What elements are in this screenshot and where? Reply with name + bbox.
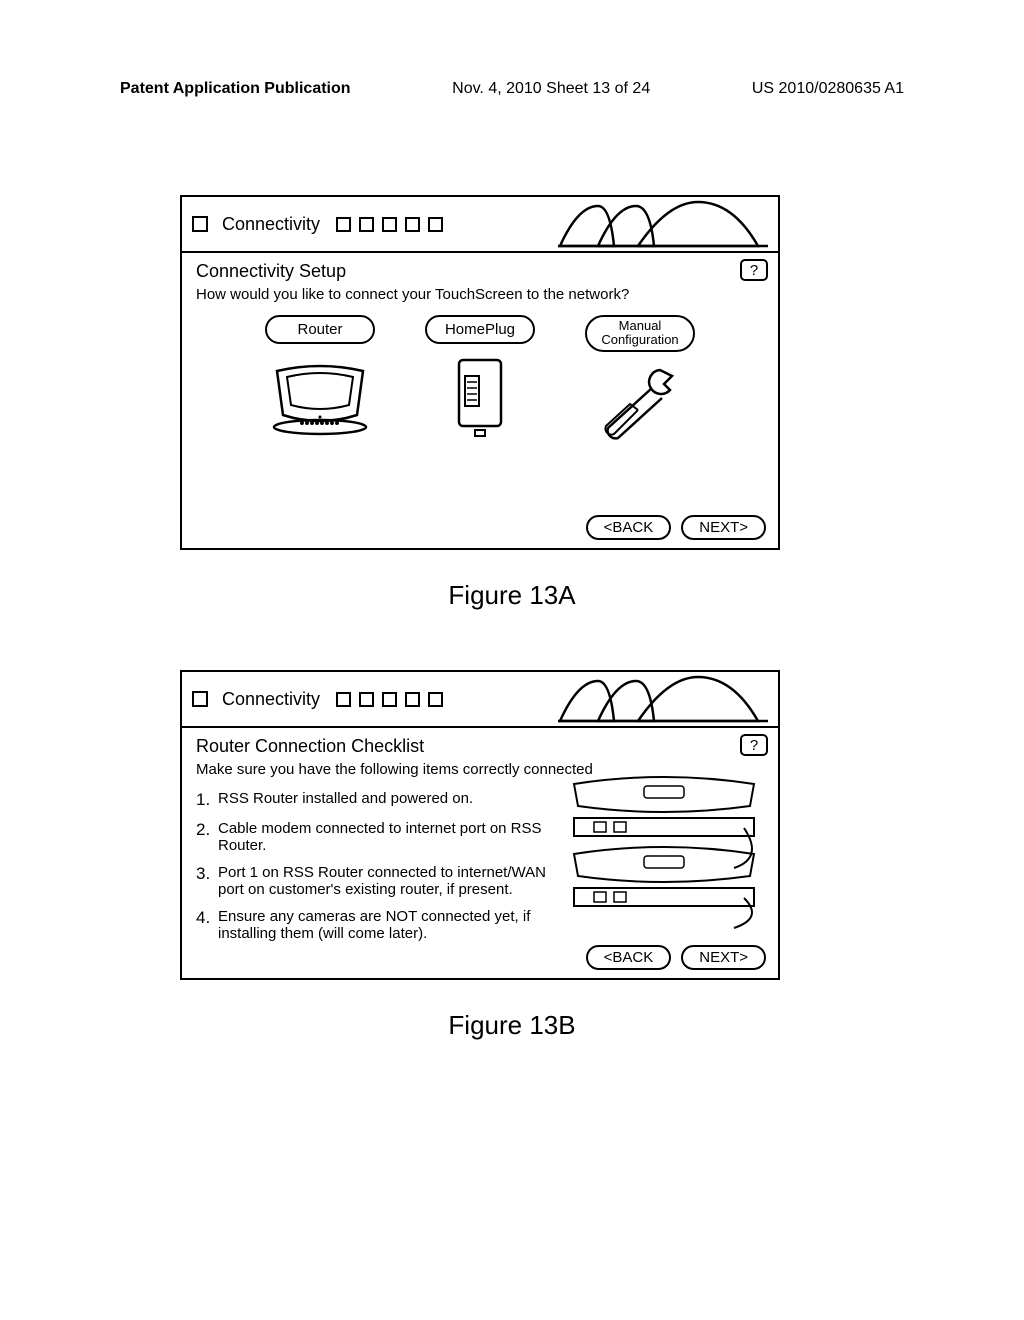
help-label: ? [750, 262, 758, 279]
header-right: US 2010/0280635 A1 [752, 80, 904, 98]
titlebar: Connectivity [182, 672, 778, 728]
figure-13b-label: Figure 13B [0, 1010, 1024, 1041]
step-box [428, 217, 443, 232]
figure-13b-panel: Connectivity ? Router Connection Checkli… [180, 670, 780, 980]
next-label: NEXT> [699, 949, 748, 966]
step-box [359, 692, 374, 707]
item-number: 2. [196, 820, 218, 854]
option-homeplug[interactable]: HomePlug [410, 315, 550, 450]
app-icon [192, 216, 208, 232]
content-area: ? Connectivity Setup How would you like … [182, 253, 778, 548]
option-label-line1: Manual [619, 318, 662, 333]
option-label: Manual Configuration [585, 315, 695, 352]
tabs-icon [558, 200, 768, 248]
item-number: 4. [196, 908, 218, 942]
options-row: Router HomePlug [196, 315, 764, 450]
figure-13a-label: Figure 13A [0, 580, 1024, 611]
step-box [382, 217, 397, 232]
app-icon [192, 691, 208, 707]
help-label: ? [750, 737, 758, 754]
step-box [336, 217, 351, 232]
back-label: <BACK [604, 949, 654, 966]
header-left: Patent Application Publication [120, 80, 351, 98]
item-number: 1. [196, 790, 218, 810]
section-subheading: How would you like to connect your Touch… [196, 286, 764, 303]
titlebar-title: Connectivity [222, 214, 320, 235]
step-indicator [336, 217, 447, 232]
step-box [382, 692, 397, 707]
next-button[interactable]: NEXT> [681, 945, 766, 970]
titlebar: Connectivity [182, 197, 778, 253]
step-box [359, 217, 374, 232]
step-box [405, 217, 420, 232]
step-box [336, 692, 351, 707]
homeplug-icon [445, 352, 515, 442]
page-header: Patent Application Publication Nov. 4, 2… [120, 80, 904, 98]
tabs-icon [558, 675, 768, 723]
back-label: <BACK [604, 519, 654, 536]
connection-diagram [564, 776, 764, 951]
titlebar-title: Connectivity [222, 689, 320, 710]
back-button[interactable]: <BACK [586, 515, 672, 540]
option-label: HomePlug [425, 315, 535, 344]
next-label: NEXT> [699, 519, 748, 536]
help-button[interactable]: ? [740, 259, 768, 281]
option-manual[interactable]: Manual Configuration [570, 315, 710, 450]
step-box [428, 692, 443, 707]
section-heading: Connectivity Setup [196, 261, 764, 282]
router-icon [265, 352, 375, 442]
item-number: 3. [196, 864, 218, 898]
option-label: Router [265, 315, 375, 344]
next-button[interactable]: NEXT> [681, 515, 766, 540]
section-heading: Router Connection Checklist [196, 736, 764, 757]
back-button[interactable]: <BACK [586, 945, 672, 970]
figure-13a-panel: Connectivity ? Connectivity Setup How wo… [180, 195, 780, 550]
help-button[interactable]: ? [740, 734, 768, 756]
step-indicator [336, 692, 447, 707]
nav-row: <BACK NEXT> [586, 515, 766, 540]
nav-row: <BACK NEXT> [586, 945, 766, 970]
step-box [405, 692, 420, 707]
option-router[interactable]: Router [250, 315, 390, 450]
option-label-line2: Configuration [601, 332, 678, 347]
wrench-icon [590, 360, 690, 450]
content-area: ? Router Connection Checklist Make sure … [182, 728, 778, 978]
header-center: Nov. 4, 2010 Sheet 13 of 24 [452, 80, 650, 98]
